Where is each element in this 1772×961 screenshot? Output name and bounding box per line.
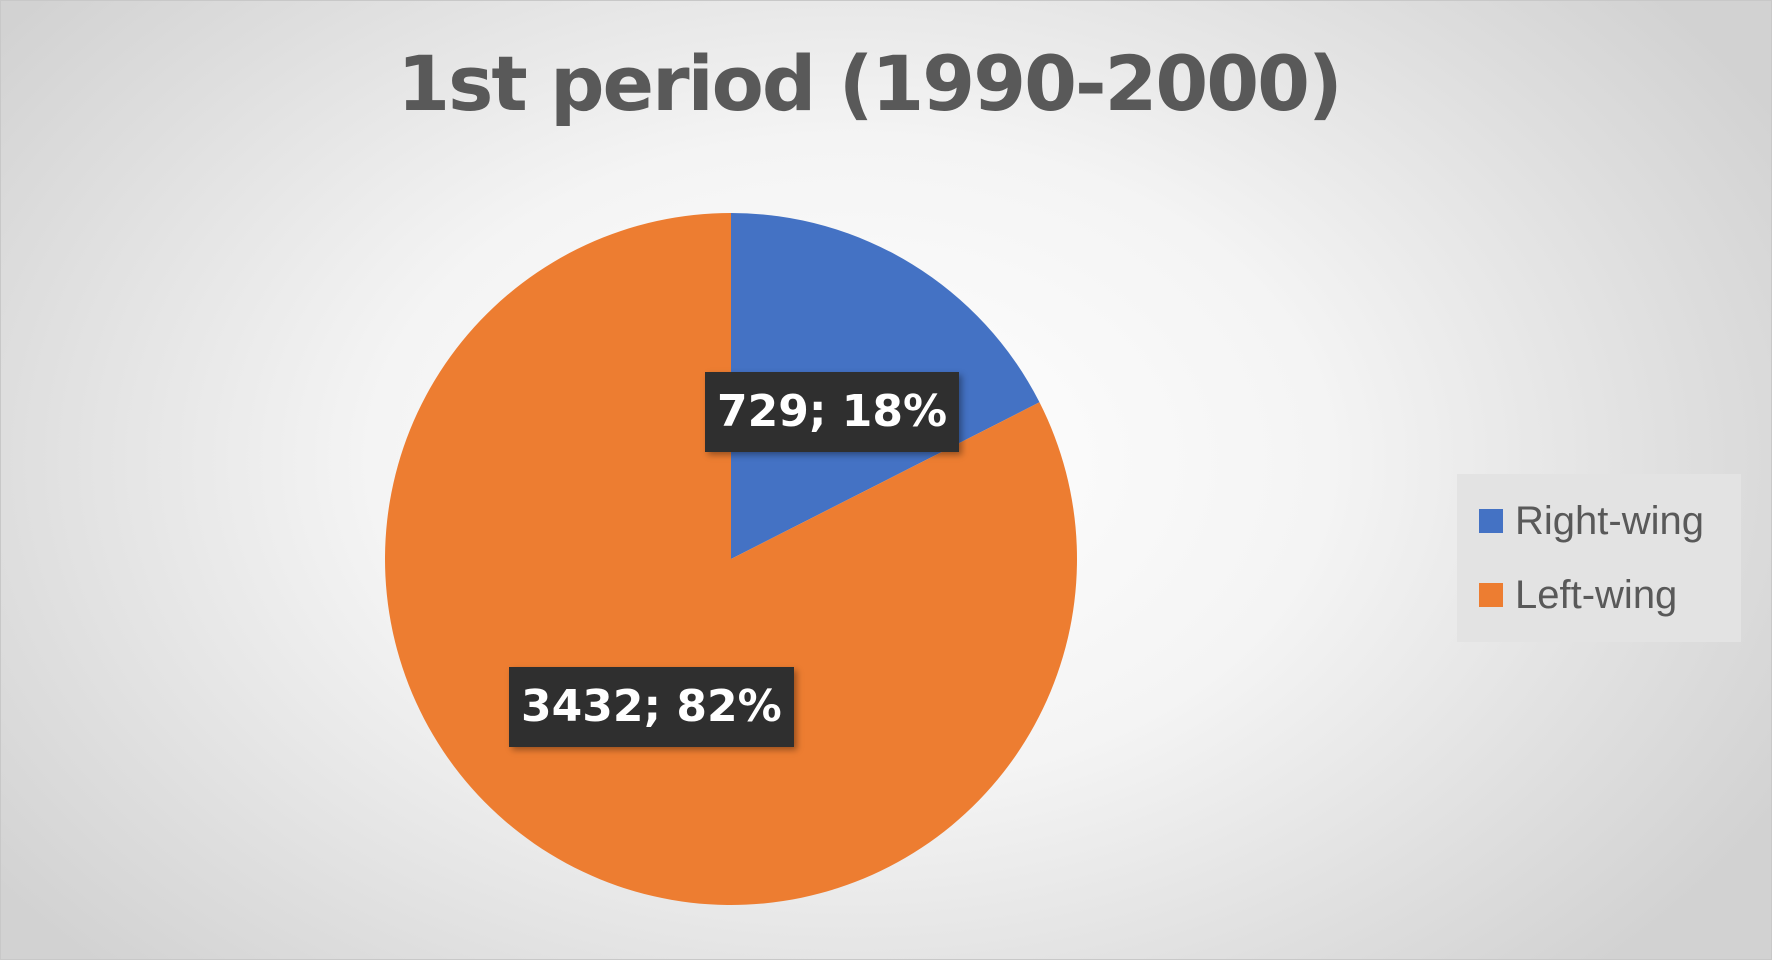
legend-item-right-wing: Right-wing [1479, 496, 1704, 546]
data-label-right-wing: 729; 18% [705, 372, 960, 452]
data-label-left-wing: 3432; 82% [509, 667, 794, 747]
legend-label-right-wing: Right-wing [1515, 498, 1704, 543]
legend-label-left-wing: Left-wing [1515, 572, 1678, 617]
chart-title: 1st period (1990-2000) [397, 39, 1343, 128]
legend: Right-wing Left-wing [1457, 474, 1741, 642]
legend-swatch-left-wing [1479, 583, 1503, 607]
legend-swatch-right-wing [1479, 509, 1503, 533]
legend-item-left-wing: Left-wing [1479, 570, 1677, 620]
